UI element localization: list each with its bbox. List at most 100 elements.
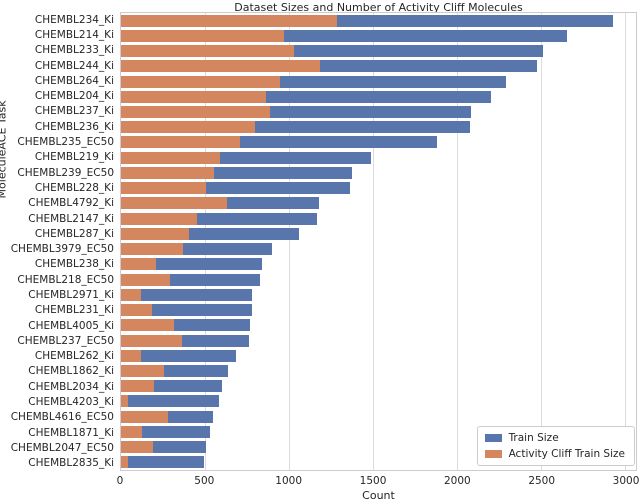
y-tick-label: CHEMBL4792_Ki xyxy=(28,197,114,210)
bar-row xyxy=(121,363,636,378)
x-tick-label-2000: 2000 xyxy=(443,475,471,487)
activity-cliff-train-size-bar xyxy=(121,151,220,164)
gridline-2500 xyxy=(541,13,543,470)
y-tick-label: CHEMBL237_EC50 xyxy=(17,334,114,347)
bar-row xyxy=(121,440,636,455)
y-tick-label: CHEMBL2147_Ki xyxy=(28,212,114,225)
activity-cliff-train-size-bar xyxy=(121,14,337,27)
bar-row xyxy=(121,257,636,272)
activity-cliff-train-size-bar xyxy=(121,395,129,408)
bar-row xyxy=(121,455,636,470)
bar-row xyxy=(121,333,636,348)
activity-cliff-train-size-bar xyxy=(121,90,267,103)
bar-row xyxy=(121,89,636,104)
y-tick-label: CHEMBL287_Ki xyxy=(34,227,114,240)
y-tick-label: CHEMBL4616_EC50 xyxy=(10,411,114,424)
bar-row xyxy=(121,150,636,165)
x-tick-label-1000: 1000 xyxy=(275,475,303,487)
train-size-bar xyxy=(121,288,253,301)
y-tick-label: CHEMBL236_Ki xyxy=(34,120,114,133)
activity-cliff-train-size-bar xyxy=(121,106,270,119)
bar-row xyxy=(121,135,636,150)
bar-row xyxy=(121,379,636,394)
y-tick-label: CHEMBL237_Ki xyxy=(34,105,114,118)
y-tick-label: CHEMBL233_Ki xyxy=(34,44,114,57)
activity-cliff-train-size-bar xyxy=(121,212,198,225)
activity-cliff-train-size-bar xyxy=(121,166,214,179)
bar-row xyxy=(121,424,636,439)
bar-row xyxy=(121,287,636,302)
bar-row xyxy=(121,196,636,211)
y-tick-label: CHEMBL4005_Ki xyxy=(28,319,114,332)
y-tick-label: CHEMBL2971_Ki xyxy=(28,288,114,301)
y-tick-label: CHEMBL235_EC50 xyxy=(17,136,114,149)
y-tick-label: CHEMBL2835_Ki xyxy=(28,457,114,470)
activity-cliff-train-size-bar xyxy=(121,334,182,347)
gridline-500 xyxy=(205,13,206,470)
y-tick-label: CHEMBL4203_Ki xyxy=(28,396,114,409)
legend-label: Activity Cliff Train Size xyxy=(508,448,625,460)
y-tick-label: CHEMBL219_Ki xyxy=(34,151,114,164)
bar-row xyxy=(121,318,636,333)
train-size-bar xyxy=(121,425,210,438)
train-size-bar xyxy=(121,395,220,408)
y-tick-label: CHEMBL2047_EC50 xyxy=(10,441,114,454)
legend-swatch-icon xyxy=(484,450,502,458)
activity-cliff-train-size-bar xyxy=(121,75,280,88)
y-tick-label: CHEMBL1862_Ki xyxy=(28,365,114,378)
bar-row xyxy=(121,43,636,58)
x-tick-label-0: 0 xyxy=(116,475,124,487)
train-size-bar xyxy=(121,349,237,362)
activity-cliff-train-size-bar xyxy=(121,304,152,317)
legend-entry: Train Size xyxy=(484,432,625,444)
y-tick-label: CHEMBL204_Ki xyxy=(34,90,114,103)
gridline-3000 xyxy=(625,13,627,470)
activity-cliff-train-size-bar xyxy=(121,121,256,134)
activity-cliff-train-size-bar xyxy=(121,29,284,42)
gridline-1000 xyxy=(289,13,291,470)
legend-entry: Activity Cliff Train Size xyxy=(484,448,625,460)
bar-row xyxy=(121,104,636,119)
activity-cliff-train-size-bar xyxy=(121,273,170,286)
x-axis-label: Count xyxy=(362,489,395,502)
activity-cliff-train-size-bar xyxy=(121,197,228,210)
plot-area: Train Size Activity Cliff Train Size xyxy=(120,12,637,471)
activity-cliff-train-size-bar xyxy=(121,441,153,454)
y-tick-label: CHEMBL1871_Ki xyxy=(28,426,114,439)
y-axis-tick-labels: CHEMBL234_Ki CHEMBL214_Ki CHEMBL233_Ki CHEM… xyxy=(0,12,114,471)
legend: Train Size Activity Cliff Train Size xyxy=(476,426,635,466)
y-tick-label: CHEMBL2034_Ki xyxy=(28,380,114,393)
y-tick-label: CHEMBL262_Ki xyxy=(34,350,114,363)
bar-row xyxy=(121,272,636,287)
bar-row xyxy=(121,181,636,196)
chart-title: Dataset Sizes and Number of Activity Cli… xyxy=(234,1,523,14)
activity-cliff-train-size-bar xyxy=(121,288,141,301)
activity-cliff-train-size-bar xyxy=(121,227,189,240)
bar-row xyxy=(121,242,636,257)
x-tick-label-3000: 3000 xyxy=(612,475,640,487)
y-tick-label: CHEMBL239_EC50 xyxy=(17,166,114,179)
y-tick-label: CHEMBL228_Ki xyxy=(34,181,114,194)
activity-cliff-train-size-bar xyxy=(121,60,321,73)
activity-cliff-train-size-bar xyxy=(121,136,240,149)
activity-cliff-train-size-bar xyxy=(121,425,143,438)
activity-cliff-train-size-bar xyxy=(121,258,156,271)
activity-cliff-train-size-bar xyxy=(121,410,169,423)
bar-row xyxy=(121,120,636,135)
y-tick-label: CHEMBL234_Ki xyxy=(34,13,114,26)
train-size-bar xyxy=(121,304,252,317)
bar-row xyxy=(121,348,636,363)
bar-row xyxy=(121,226,636,241)
y-tick-label: CHEMBL218_EC50 xyxy=(17,273,114,286)
activity-cliff-train-size-bar xyxy=(121,45,295,58)
y-tick-label: CHEMBL264_Ki xyxy=(34,74,114,87)
legend-label: Train Size xyxy=(508,432,559,444)
legend-swatch-icon xyxy=(484,434,502,442)
bar-row xyxy=(121,302,636,317)
bar-row xyxy=(121,59,636,74)
bar-row xyxy=(121,28,636,43)
y-tick-label: CHEMBL214_Ki xyxy=(34,28,114,41)
activity-cliff-train-size-bar xyxy=(121,349,141,362)
bar-row xyxy=(121,165,636,180)
activity-cliff-train-size-bar xyxy=(121,182,207,195)
